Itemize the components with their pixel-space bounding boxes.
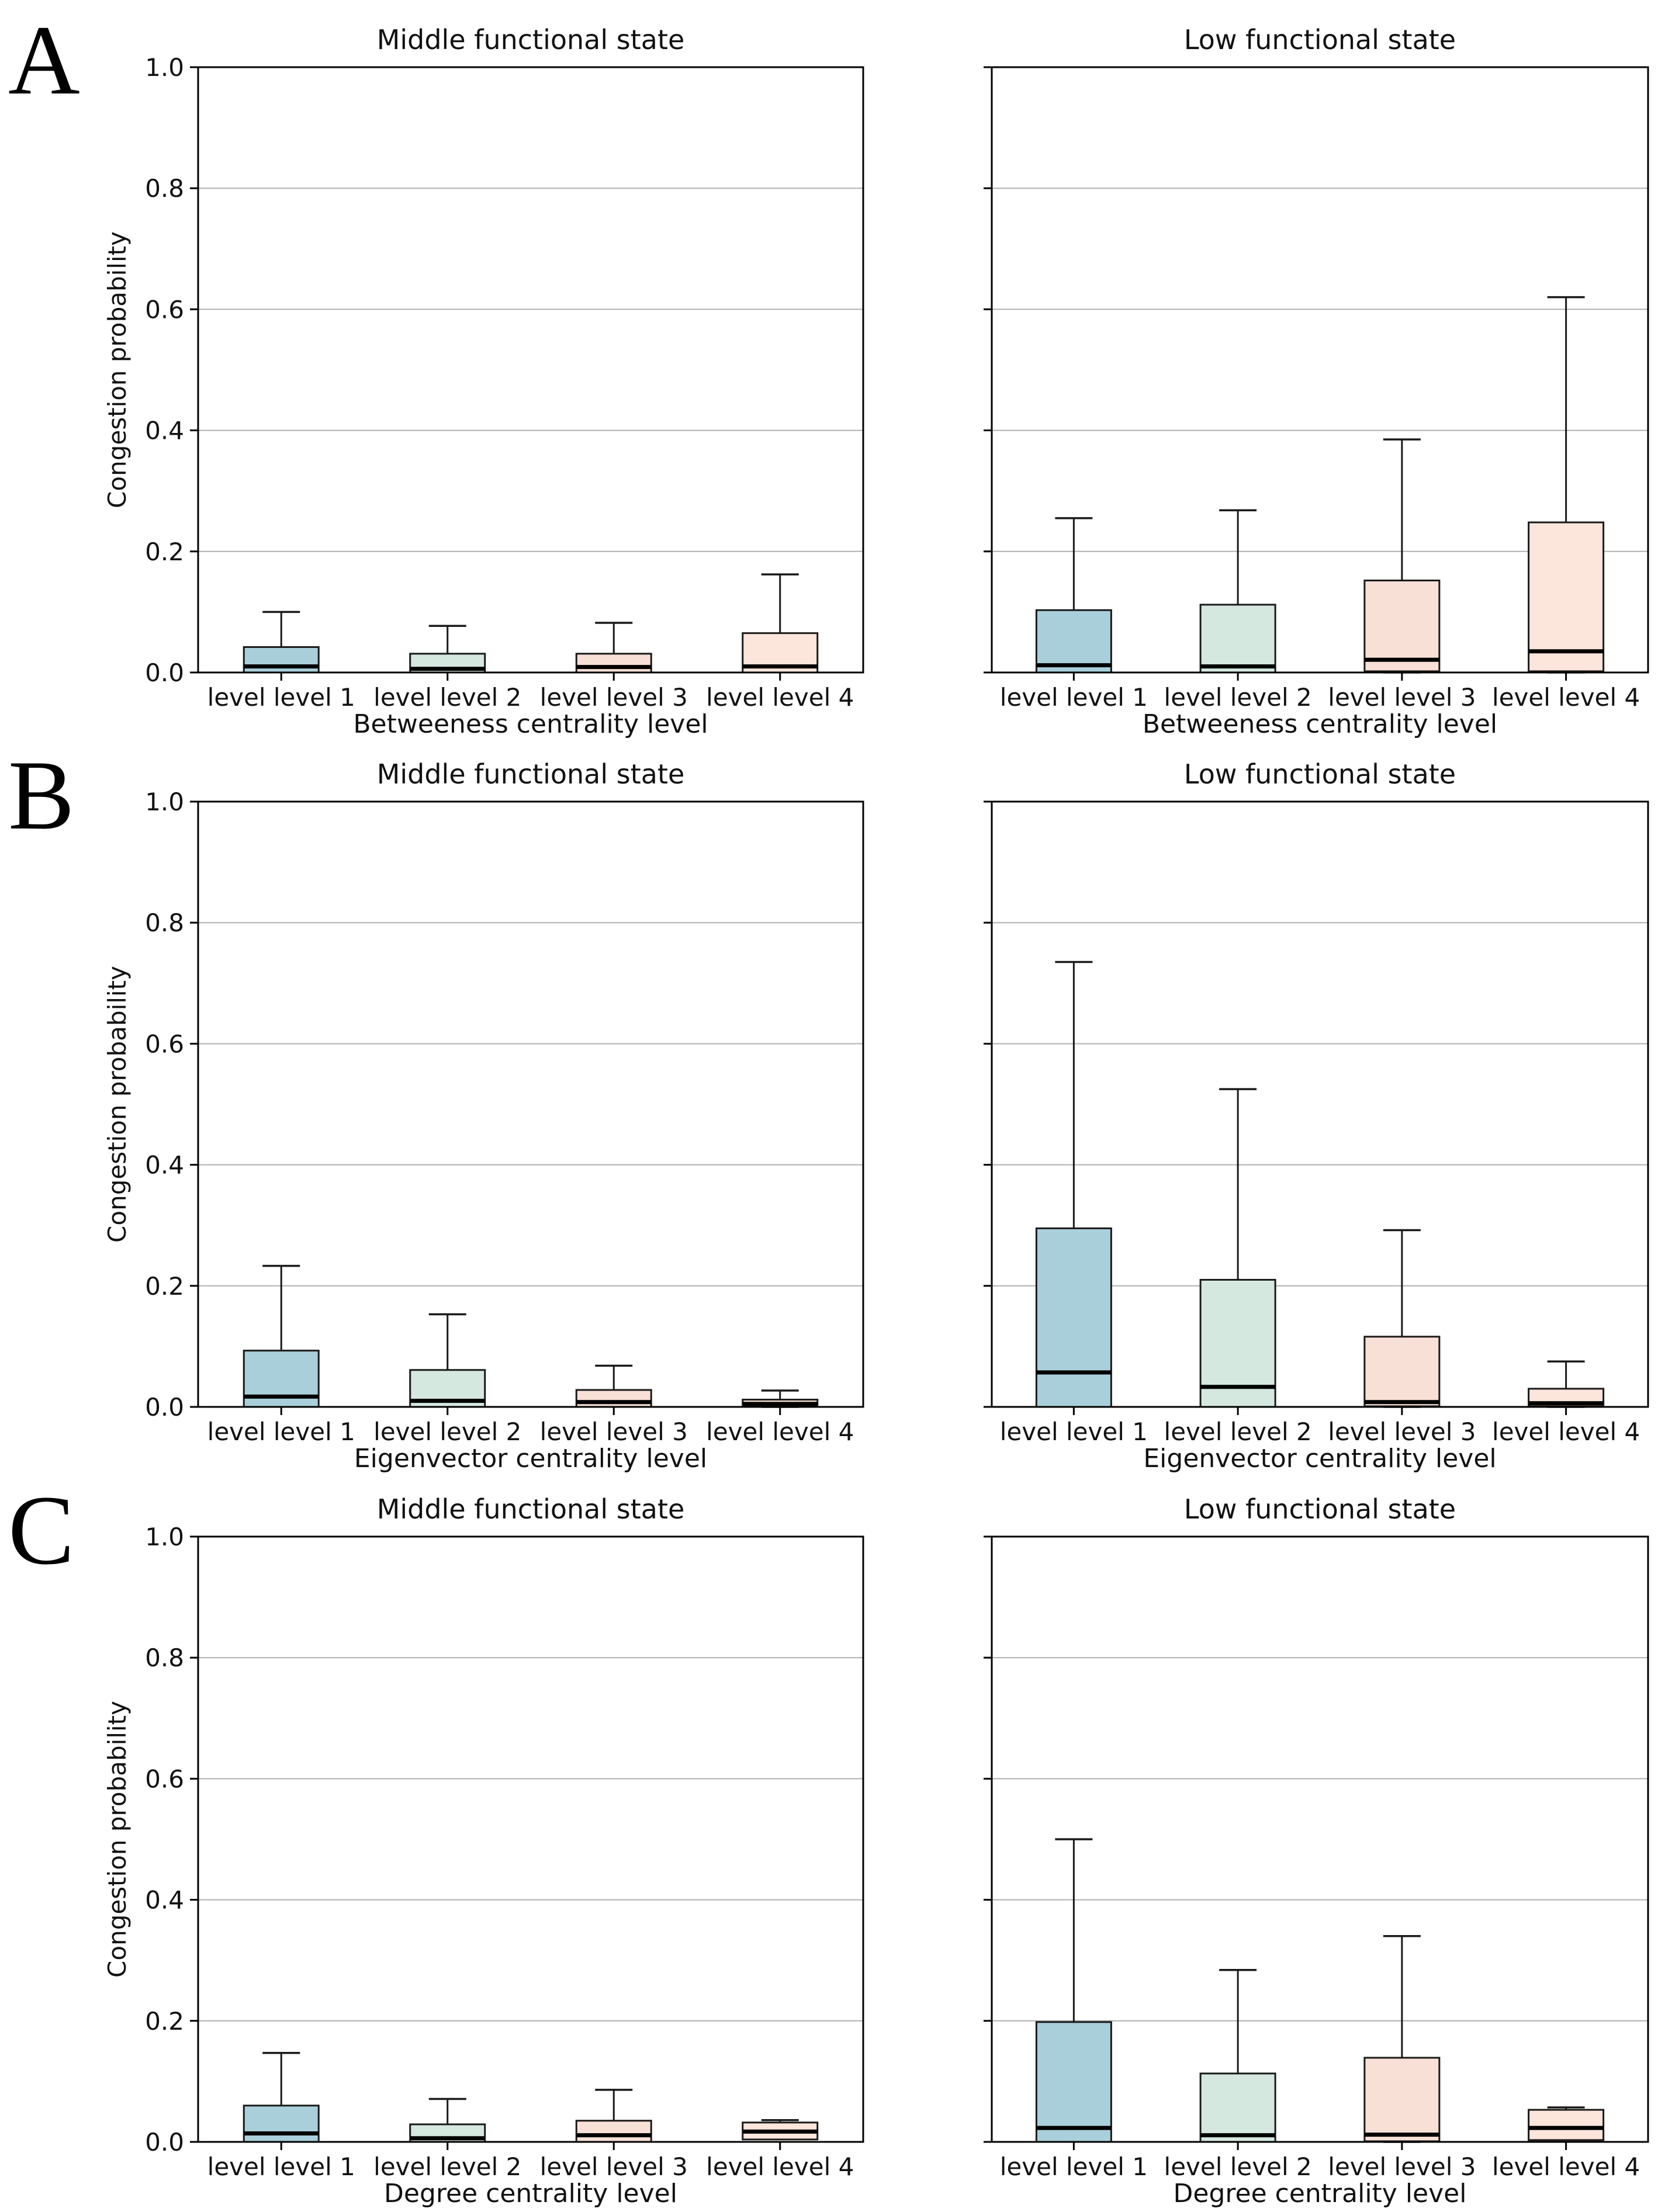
y-tick-label: 0.0: [145, 2128, 184, 2156]
plot-frame: [991, 800, 1649, 1408]
y-tick-label: 1.0: [145, 1523, 184, 1551]
box: [1035, 1227, 1112, 1408]
panel-letter-a: A: [8, 5, 80, 115]
box: [1199, 2072, 1276, 2143]
y-tick-label: 0.8: [145, 174, 184, 203]
subplot-canvas: level level 1 level level 2 level level 3 l…: [984, 1493, 1649, 2208]
y-tick-label: 0.8: [145, 909, 184, 937]
y-tick-label: 0.0: [145, 658, 184, 687]
box: [1528, 2109, 1605, 2141]
box: [575, 1389, 652, 1408]
box: [575, 653, 652, 674]
x-axis-label: Eigenvector centrality level: [1143, 1444, 1496, 1473]
x-tick-label: level level 1: [1000, 2152, 1148, 2181]
x-tick-label: level level 4: [1492, 683, 1640, 712]
x-axis-label: Betweeness centrality level: [1143, 709, 1497, 739]
x-tick-label: level level 2: [1164, 2152, 1312, 2181]
box: [1363, 580, 1441, 672]
subplot-canvas: level level 1 level level 2 level level 3 l…: [103, 758, 864, 1473]
subplot-a-middle: level level 1 level level 2 level level 3 l…: [23, 3, 887, 810]
x-tick-label: level level 4: [706, 2152, 854, 2181]
x-tick-label: level level 3: [540, 1417, 688, 1446]
x-tick-label: level level 1: [1000, 683, 1148, 712]
y-tick-label: 0.6: [145, 1764, 184, 1793]
subplot-c-low: level level 1 level level 2 level level 3 l…: [816, 1472, 1658, 2212]
x-axis-label: Eigenvector centrality level: [354, 1444, 707, 1473]
y-axis-label: Congestion probability: [103, 231, 131, 508]
x-tick-label: level level 4: [1492, 1417, 1640, 1446]
x-tick-label: level level 3: [1328, 683, 1476, 712]
subplot-b-middle: level level 1 level level 2 level level 3 l…: [23, 737, 887, 1544]
y-tick-label: 0.4: [145, 417, 184, 445]
plot-frame: [197, 800, 864, 1408]
x-axis-label: Degree centrality level: [1174, 2179, 1467, 2208]
y-tick-label: 0.2: [145, 2007, 184, 2036]
x-tick-label: level level 4: [1492, 2152, 1640, 2181]
box: [1035, 609, 1112, 674]
x-axis-label: Betweeness centrality level: [353, 709, 708, 739]
panel-letter-b: B: [8, 740, 75, 850]
box: [1363, 2057, 1441, 2142]
subplot-title: Middle functional state: [377, 758, 685, 790]
plot-frame: [197, 1535, 864, 2143]
subplot-canvas: level level 1 level level 2 level level 3 l…: [984, 24, 1649, 739]
box: [1035, 2021, 1112, 2143]
subplot-title: Low functional state: [1184, 24, 1456, 56]
subplot-title: Low functional state: [1184, 1493, 1456, 1525]
y-tick-label: 0.8: [145, 1644, 184, 1672]
plot-frame: [197, 66, 864, 674]
y-tick-label: 1.0: [145, 53, 184, 82]
subplot-canvas: level level 1 level level 2 level level 3 l…: [103, 1493, 864, 2208]
y-tick-label: 0.4: [145, 1886, 184, 1915]
subplot-title: Middle functional state: [377, 24, 685, 56]
y-tick-label: 0.0: [145, 1393, 184, 1421]
x-tick-label: level level 3: [1328, 2152, 1476, 2181]
box: [1363, 1336, 1441, 1407]
x-tick-label: level level 3: [540, 683, 688, 712]
subplot-title: Low functional state: [1184, 758, 1456, 790]
subplot-c-middle: level level 1 level level 2 level level 3 l…: [23, 1472, 887, 2212]
x-tick-label: level level 4: [706, 1417, 854, 1446]
x-tick-label: level level 2: [1164, 1417, 1312, 1446]
subplot-title: Middle functional state: [377, 1493, 685, 1525]
box: [243, 646, 320, 674]
subplot-a-low: level level 1 level level 2 level level 3 l…: [816, 3, 1658, 810]
y-tick-label: 0.2: [145, 1272, 184, 1301]
y-tick-label: 1.0: [145, 788, 184, 816]
y-tick-label: 0.6: [145, 1029, 184, 1058]
panel-letter-c: C: [8, 1475, 75, 1585]
subplot-canvas: level level 1 level level 2 level level 3 l…: [984, 758, 1649, 1473]
plot-frame: [991, 1535, 1649, 2143]
box: [1199, 604, 1276, 674]
plot-frame: [991, 66, 1649, 674]
x-tick-label: level level 1: [207, 683, 355, 712]
x-tick-label: level level 3: [540, 2152, 688, 2181]
box: [243, 2104, 320, 2143]
x-tick-label: level level 1: [1000, 1417, 1148, 1446]
x-tick-label: level level 1: [207, 2152, 355, 2181]
x-tick-label: level level 2: [1164, 683, 1312, 712]
x-tick-label: level level 2: [373, 2152, 521, 2181]
box: [575, 2120, 652, 2143]
y-tick-label: 0.2: [145, 538, 184, 566]
y-tick-label: 0.4: [145, 1151, 184, 1180]
y-axis-label: Congestion probability: [103, 966, 131, 1243]
x-tick-label: level level 1: [207, 1417, 355, 1446]
x-tick-label: level level 3: [1328, 1417, 1476, 1446]
subplot-canvas: level level 1 level level 2 level level 3 l…: [103, 24, 864, 739]
x-axis-label: Degree centrality level: [384, 2179, 677, 2208]
x-tick-label: level level 4: [706, 683, 854, 712]
x-tick-label: level level 2: [373, 683, 521, 712]
x-tick-label: level level 2: [373, 1417, 521, 1446]
box: [1528, 521, 1605, 672]
subplot-b-low: level level 1 level level 2 level level 3 l…: [816, 737, 1658, 1544]
y-axis-label: Congestion probability: [103, 1701, 131, 1978]
y-tick-label: 0.6: [145, 295, 184, 324]
